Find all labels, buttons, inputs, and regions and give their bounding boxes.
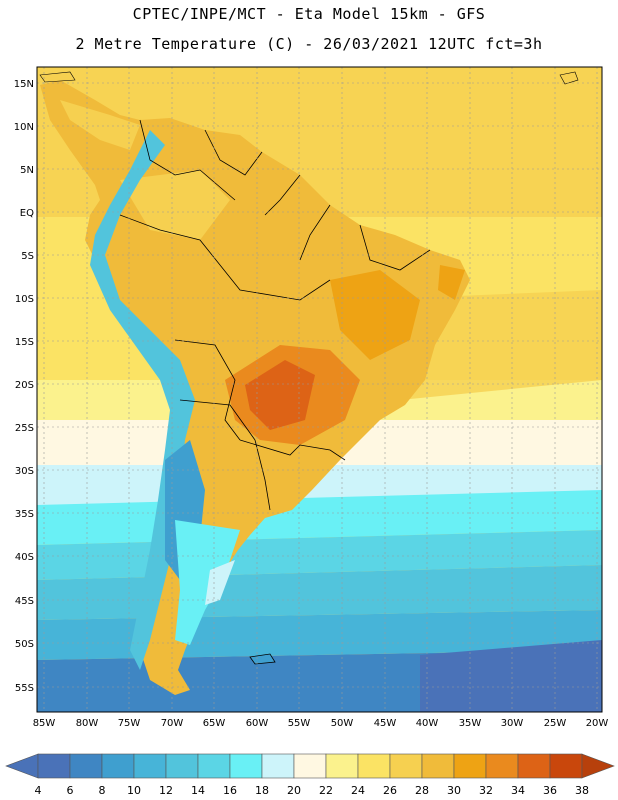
lon-label: 25W <box>544 718 567 729</box>
colorbar-segment <box>197 753 231 779</box>
colorbar-label: 36 <box>543 784 557 797</box>
colorbar-segment <box>421 753 455 779</box>
lat-label: 40S <box>15 552 34 563</box>
temperature-field <box>37 67 602 712</box>
colorbar-segment <box>101 753 135 779</box>
lon-label: 35W <box>459 718 482 729</box>
lat-label: 5S <box>21 251 34 262</box>
colorbar-segment <box>165 753 199 779</box>
lat-label: 35S <box>15 509 34 520</box>
latitude-labels: 15N 10N 5N EQ 5S 10S 15S 20S 25S 30S 35S… <box>14 79 34 694</box>
lon-label: 50W <box>331 718 354 729</box>
colorbar-segment <box>293 753 327 779</box>
colorbar-label: 38 <box>575 784 589 797</box>
colorbar-right-arrow <box>581 753 615 779</box>
colorbar-label: 28 <box>415 784 429 797</box>
colorbar-label: 20 <box>287 784 301 797</box>
lon-label: 40W <box>416 718 439 729</box>
lat-label: 25S <box>15 423 34 434</box>
lat-label: 20S <box>15 380 34 391</box>
colorbar-segment <box>485 753 519 779</box>
lon-label: 70W <box>161 718 184 729</box>
lon-label: 65W <box>203 718 226 729</box>
lon-label: 55W <box>288 718 311 729</box>
lat-label: 15N <box>14 79 34 90</box>
colorbar-label: 8 <box>99 784 106 797</box>
lat-label: 10S <box>15 294 34 305</box>
lon-label: 30W <box>501 718 524 729</box>
colorbar-label: 10 <box>127 784 141 797</box>
map-border <box>36 66 603 713</box>
map-subtitle: 2 Metre Temperature (C) - 26/03/2021 12U… <box>75 35 543 53</box>
colorbar-left-arrow <box>5 753 39 779</box>
lat-label: 10N <box>14 122 34 133</box>
lat-label: 50S <box>15 639 34 650</box>
colorbar-label: 34 <box>511 784 525 797</box>
lat-label: 55S <box>15 683 34 694</box>
colorbar-label: 24 <box>351 784 365 797</box>
colorbar-label: 14 <box>191 784 205 797</box>
colorbar-label: 32 <box>479 784 493 797</box>
colorbar-label: 4 <box>35 784 42 797</box>
colorbar: 4 6 8 10 12 14 16 18 20 22 24 26 28 30 32 34 36 38 <box>5 753 615 797</box>
lon-label: 75W <box>118 718 141 729</box>
lat-label: 15S <box>15 337 34 348</box>
map-gridlines <box>37 67 602 712</box>
colorbar-segment <box>261 753 295 779</box>
lat-label: 45S <box>15 596 34 607</box>
lon-label: 60W <box>246 718 269 729</box>
lon-label: 20W <box>586 718 609 729</box>
lat-label: 5N <box>20 165 34 176</box>
colorbar-label: 26 <box>383 784 397 797</box>
colorbar-label: 6 <box>67 784 74 797</box>
colorbar-segment <box>549 753 583 779</box>
colorbar-segment <box>389 753 423 779</box>
lat-label: EQ <box>20 208 34 219</box>
map-title: CPTEC/INPE/MCT - Eta Model 15km - GFS <box>132 5 486 23</box>
lon-label: 45W <box>374 718 397 729</box>
colorbar-segment <box>229 753 263 779</box>
colorbar-segment <box>69 753 103 779</box>
longitude-labels: 85W 80W 75W 70W 65W 60W 55W 50W 45W 40W … <box>33 718 609 729</box>
lon-label: 85W <box>33 718 56 729</box>
colorbar-segment <box>133 753 167 779</box>
country-borders <box>119 119 431 511</box>
colorbar-segment <box>357 753 391 779</box>
colorbar-segment <box>453 753 487 779</box>
colorbar-label: 18 <box>255 784 269 797</box>
colorbar-label: 22 <box>319 784 333 797</box>
colorbar-label: 16 <box>223 784 237 797</box>
colorbar-segment <box>325 753 359 779</box>
lat-label: 30S <box>15 466 34 477</box>
colorbar-label: 30 <box>447 784 461 797</box>
colorbar-label: 12 <box>159 784 173 797</box>
colorbar-segment <box>517 753 551 779</box>
lon-label: 80W <box>76 718 99 729</box>
colorbar-segment <box>37 753 71 779</box>
